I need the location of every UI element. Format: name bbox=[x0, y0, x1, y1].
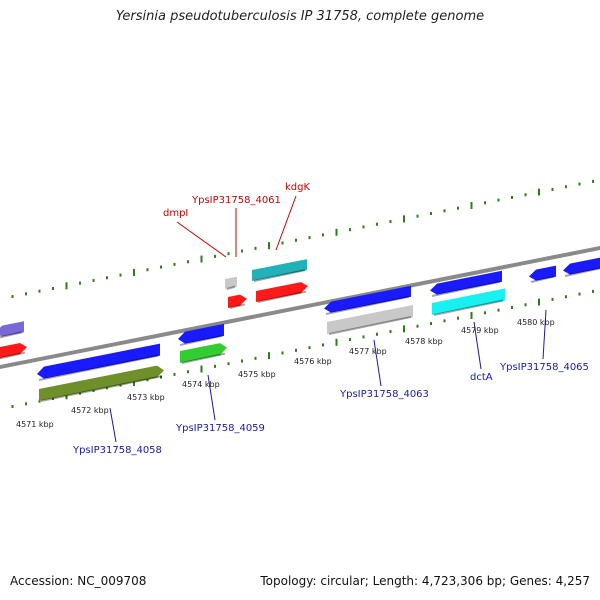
feature-blue-dctA bbox=[430, 270, 502, 295]
gene-features bbox=[0, 257, 600, 402]
tick-label: 4573 kbp bbox=[127, 393, 165, 402]
feature-shadow bbox=[564, 267, 600, 277]
feature-red-left bbox=[0, 343, 27, 359]
feature-shadow bbox=[325, 295, 410, 315]
map-title: Yersinia pseudotuberculosis IP 31758, co… bbox=[115, 9, 485, 24]
feature-shadow bbox=[179, 334, 223, 346]
leader-line bbox=[275, 195, 297, 251]
gene-label: kdgK bbox=[285, 182, 310, 193]
tick-label: 4571 kbp bbox=[16, 420, 54, 429]
feature-shadow bbox=[328, 315, 412, 335]
leader-line bbox=[109, 407, 117, 443]
leader-line bbox=[176, 221, 227, 258]
feature-red-kdgK bbox=[256, 282, 308, 302]
feature-shadow bbox=[530, 275, 555, 283]
feature-olive-4058 bbox=[39, 365, 164, 401]
gene-label: YpsIP31758_4058 bbox=[72, 445, 162, 456]
backbone-line bbox=[0, 245, 600, 370]
gene-label: dmpI bbox=[163, 208, 188, 219]
feature-blue-4065a bbox=[529, 265, 556, 281]
feature-shadow bbox=[253, 269, 306, 282]
leader-line bbox=[473, 321, 482, 370]
tick-labels: 4571 kbp 4572 kbp 4573 kbp 4574 kbp 4575 kbp… bbox=[16, 318, 555, 429]
gene-label: YpsIP31758_4063 bbox=[339, 389, 429, 400]
feature-shadow bbox=[0, 351, 26, 360]
label-leaders bbox=[109, 195, 547, 443]
tick-label: 4577 kbp bbox=[349, 347, 387, 356]
leader-line bbox=[373, 339, 382, 387]
feature-blue-4063 bbox=[324, 285, 411, 313]
tick-label: 4572 kbp bbox=[71, 406, 109, 415]
gene-label: YpsIP31758_4061 bbox=[191, 195, 281, 206]
feature-shadow bbox=[40, 375, 163, 402]
tick-label: 4575 kbp bbox=[238, 370, 276, 379]
feature-purple-left bbox=[0, 321, 24, 337]
feature-gray-dmpI bbox=[225, 276, 237, 289]
feature-shadow bbox=[38, 354, 159, 381]
feature-cyan-dctA bbox=[432, 288, 505, 315]
feature-blue-4065b bbox=[563, 257, 600, 275]
leader-line bbox=[542, 309, 547, 360]
gene-label: dctA bbox=[470, 372, 493, 383]
feature-shadow bbox=[229, 303, 246, 309]
tick-label: 4579 kbp bbox=[461, 326, 499, 335]
tick-label: 4574 kbp bbox=[182, 380, 220, 389]
tick-label: 4580 kbp bbox=[517, 318, 555, 327]
feature-shadow bbox=[433, 299, 504, 316]
feature-shadow bbox=[226, 285, 236, 290]
tick-label: 4578 kbp bbox=[405, 337, 443, 346]
feature-teal-kdgK bbox=[252, 259, 307, 281]
gene-label: YpsIP31758_4059 bbox=[175, 423, 265, 434]
feature-red-4061 bbox=[228, 294, 247, 308]
genome-backbone bbox=[0, 245, 600, 370]
tick-dot-rows bbox=[11, 179, 594, 409]
feature-shadow bbox=[0, 331, 23, 339]
feature-green-4059 bbox=[180, 343, 227, 363]
feature-gray-4063 bbox=[327, 304, 413, 334]
feature-shadow bbox=[431, 280, 501, 297]
genome-stats-label: Topology: circular; Length: 4,723,306 bp… bbox=[260, 574, 590, 588]
accession-label: Accession: NC_009708 bbox=[10, 574, 147, 588]
feature-shadow bbox=[257, 290, 307, 303]
feature-blue-4058 bbox=[37, 343, 160, 379]
feature-blue-small bbox=[178, 323, 224, 344]
feature-shadow bbox=[181, 352, 226, 364]
gene-label: YpsIP31758_4065 bbox=[499, 362, 589, 373]
tick-label: 4576 kbp bbox=[294, 357, 332, 366]
leader-line bbox=[207, 374, 216, 421]
